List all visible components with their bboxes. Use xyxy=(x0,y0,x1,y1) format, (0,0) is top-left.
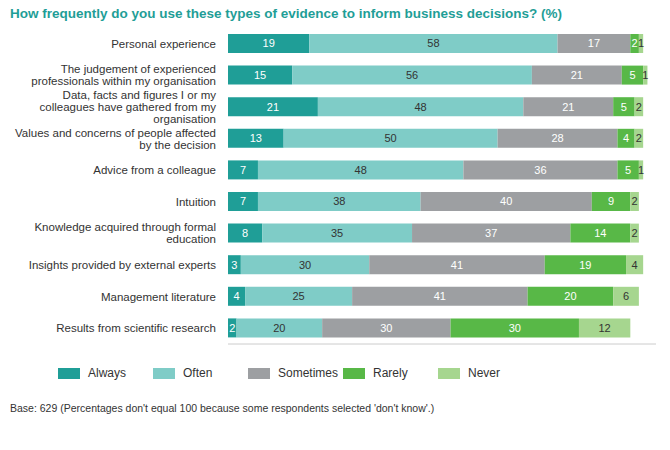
svg-text:41: 41 xyxy=(451,259,463,271)
svg-text:7: 7 xyxy=(240,164,246,176)
svg-text:35: 35 xyxy=(331,227,343,239)
svg-text:19: 19 xyxy=(263,37,275,49)
svg-text:28: 28 xyxy=(551,132,563,144)
svg-text:48: 48 xyxy=(355,164,367,176)
html-text:Always: Always xyxy=(88,366,126,380)
svg-text:Intuition: Intuition xyxy=(176,196,216,208)
svg-text:21: 21 xyxy=(562,101,574,113)
svg-text:Management literature: Management literature xyxy=(101,291,216,303)
svg-text:2: 2 xyxy=(636,132,642,144)
svg-text:Values and concerns of people: Values and concerns of people affectedby… xyxy=(15,127,216,151)
svg-text:The judgement of experiencedpr: The judgement of experiencedprofessional… xyxy=(31,63,216,87)
svg-text:30: 30 xyxy=(299,259,311,271)
svg-text:58: 58 xyxy=(427,37,439,49)
svg-text:36: 36 xyxy=(534,164,546,176)
svg-text:4: 4 xyxy=(632,259,638,271)
html-text:Sometimes: Sometimes xyxy=(278,366,338,380)
svg-text:5: 5 xyxy=(625,164,631,176)
html-text:Rarely: Rarely xyxy=(373,366,408,380)
svg-text:48: 48 xyxy=(414,101,426,113)
svg-text:40: 40 xyxy=(500,195,512,207)
svg-text:1: 1 xyxy=(642,69,648,81)
html-text:Never: Never xyxy=(468,366,500,380)
svg-text:38: 38 xyxy=(333,195,345,207)
svg-text:1: 1 xyxy=(638,37,644,49)
svg-text:19: 19 xyxy=(579,259,591,271)
svg-text:41: 41 xyxy=(434,290,446,302)
svg-text:30: 30 xyxy=(380,322,392,334)
svg-text:2: 2 xyxy=(229,322,235,334)
svg-text:15: 15 xyxy=(254,69,266,81)
html-text:Often: Often xyxy=(183,366,213,380)
svg-text:Knowledge acquired through for: Knowledge acquired through formaleducati… xyxy=(34,221,216,245)
svg-text:2: 2 xyxy=(632,227,638,239)
svg-text:21: 21 xyxy=(571,69,583,81)
svg-text:Results from scientific resear: Results from scientific research xyxy=(56,322,216,334)
svg-text:8: 8 xyxy=(242,227,248,239)
svg-text:Advice from a colleague: Advice from a colleague xyxy=(93,164,216,176)
svg-text:17: 17 xyxy=(588,37,600,49)
svg-text:Data, facts and figures I or m: Data, facts and figures I or mycolleague… xyxy=(40,89,217,125)
svg-text:5: 5 xyxy=(629,69,635,81)
html-text:Base: 629 (Percentages don't e: Base: 629 (Percentages don't equal 100 b… xyxy=(10,402,435,414)
svg-text:5: 5 xyxy=(621,101,627,113)
html-text:How frequently do you use thes: How frequently do you use these types of… xyxy=(10,6,563,21)
svg-text:4: 4 xyxy=(623,132,629,144)
svg-text:14: 14 xyxy=(594,227,606,239)
svg-text:Insights provided by external: Insights provided by external experts xyxy=(29,259,217,271)
svg-text:9: 9 xyxy=(608,195,614,207)
svg-text:20: 20 xyxy=(564,290,576,302)
svg-text:4: 4 xyxy=(233,290,239,302)
svg-text:3: 3 xyxy=(231,259,237,271)
svg-text:56: 56 xyxy=(406,69,418,81)
svg-text:2: 2 xyxy=(632,37,638,49)
svg-text:13: 13 xyxy=(250,132,262,144)
svg-text:Personal experience: Personal experience xyxy=(111,38,216,50)
svg-text:25: 25 xyxy=(292,290,304,302)
svg-text:6: 6 xyxy=(623,290,629,302)
svg-text:1: 1 xyxy=(638,164,644,176)
svg-text:21: 21 xyxy=(267,101,279,113)
svg-text:2: 2 xyxy=(636,101,642,113)
svg-text:37: 37 xyxy=(485,227,497,239)
svg-text:7: 7 xyxy=(240,195,246,207)
svg-text:50: 50 xyxy=(385,132,397,144)
svg-text:20: 20 xyxy=(273,322,285,334)
svg-text:12: 12 xyxy=(599,322,611,334)
svg-text:30: 30 xyxy=(509,322,521,334)
svg-text:2: 2 xyxy=(632,195,638,207)
